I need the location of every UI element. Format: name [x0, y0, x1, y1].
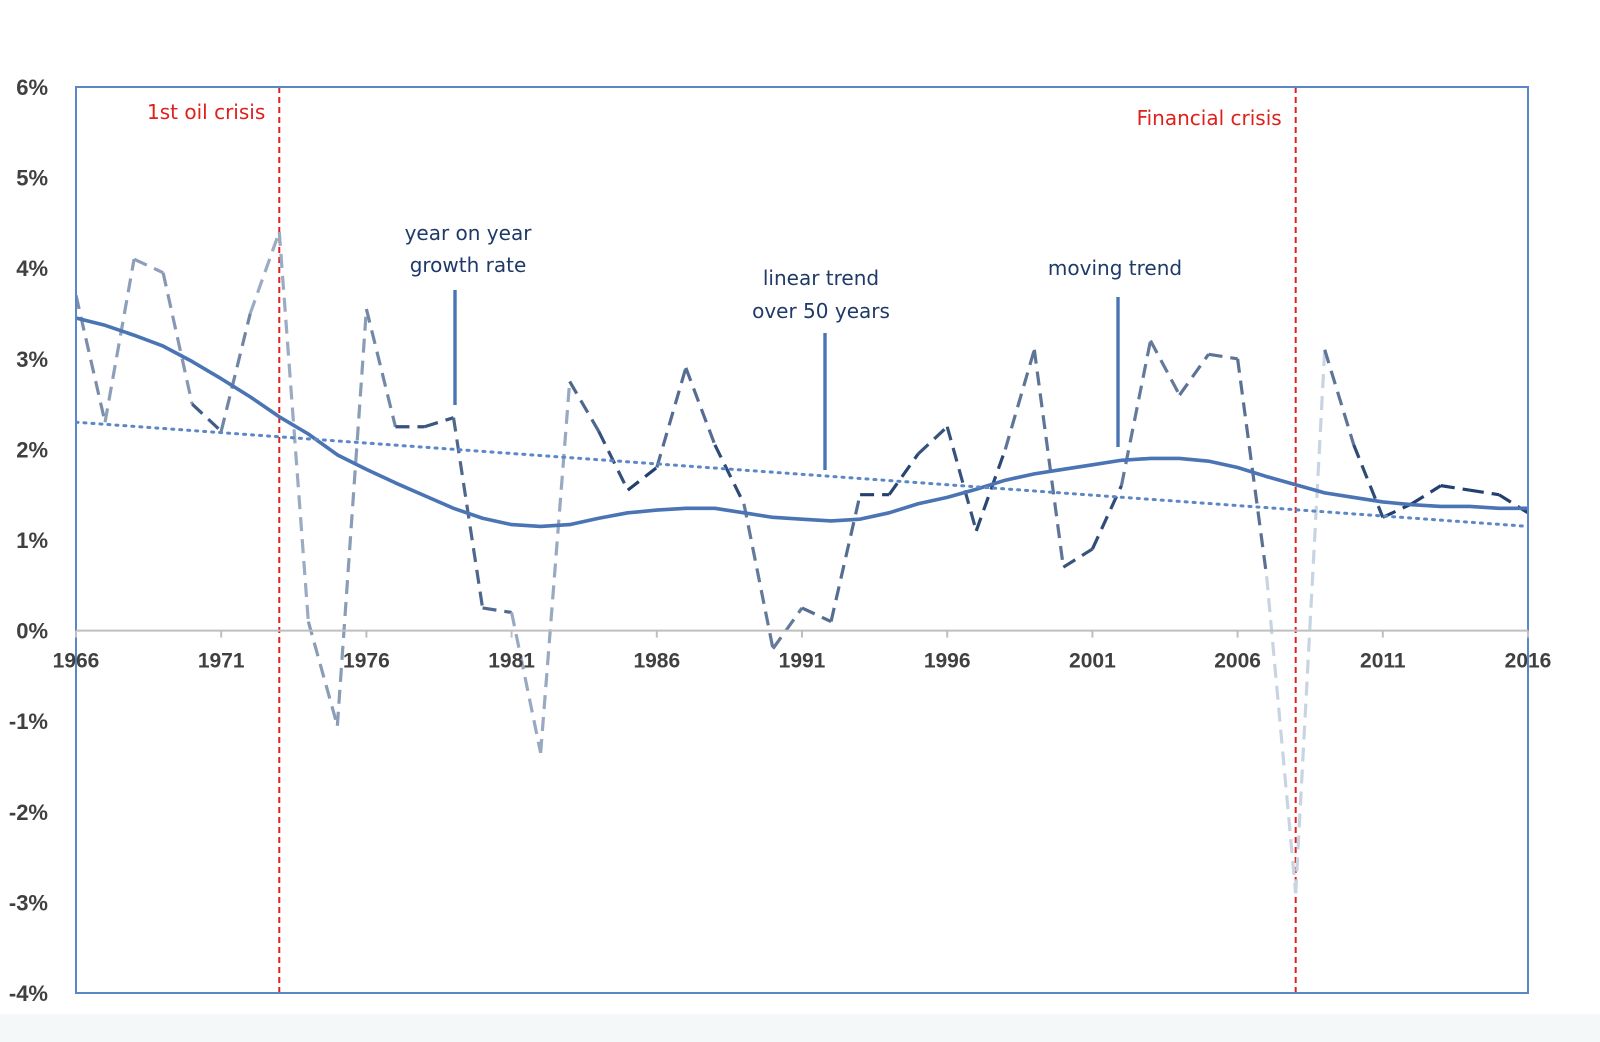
moving-trend-line: [76, 316, 1528, 529]
yoy-growth-segment: [219, 313, 252, 432]
yoy-growth-segment: [626, 466, 658, 492]
yoy-growth-segment: [1032, 349, 1065, 568]
yoy-growth-segment: [191, 402, 223, 433]
yoy-growth-segment: [713, 444, 746, 505]
yoy-growth-segment: [248, 231, 281, 315]
y-tick-label: -4%: [9, 981, 48, 1006]
y-tick-label: 2%: [16, 437, 48, 462]
y-tick-label: -2%: [9, 800, 48, 825]
x-tick-label: 1976: [343, 650, 390, 673]
y-tick-label: 3%: [16, 347, 48, 372]
yoy-growth-segment: [801, 606, 832, 623]
yoy-growth-segment: [306, 621, 339, 727]
yoy-growth-segment: [742, 503, 775, 650]
yoy-growth-segment: [1062, 547, 1094, 569]
annotation-label: moving trend: [1048, 256, 1182, 280]
yoy-growth-segment: [917, 425, 949, 456]
yoy-growth-segment: [1149, 339, 1181, 396]
yoy-growth-segment: [424, 416, 454, 429]
yoy-growth-segment: [1178, 353, 1210, 396]
yoy-growth-segment: [829, 494, 862, 622]
yoy-growth-segment: [482, 606, 512, 615]
y-tick-label: 6%: [16, 75, 48, 100]
yoy-growth-segment: [1323, 349, 1356, 446]
x-tick-label: 1996: [924, 650, 971, 673]
yoy-growth-segment: [1469, 488, 1500, 497]
yoy-growth-segment: [161, 272, 194, 405]
yoy-growth-segment: [539, 381, 572, 754]
yoy-growth-segment: [76, 295, 107, 423]
x-tick-label: 1986: [633, 650, 680, 673]
y-tick-label: 4%: [16, 256, 48, 281]
yoy-growth-segment: [1294, 349, 1327, 894]
y-tick-label: 1%: [16, 528, 48, 553]
x-tick-label: 1971: [198, 650, 245, 673]
x-tick-label: 2016: [1505, 650, 1552, 673]
annotation-label: linear trend: [763, 266, 879, 290]
x-tick-label: 1966: [53, 650, 100, 673]
yoy-growth-segment: [1208, 352, 1238, 361]
yoy-growth-segment: [1236, 358, 1269, 577]
yoy-growth-segment: [133, 257, 164, 275]
yoy-growth-segment: [974, 448, 1007, 532]
yoy-growth-segment: [684, 367, 717, 446]
y-tick-label: -3%: [9, 890, 48, 915]
annotation-label: growth rate: [410, 253, 527, 277]
yoy-growth-segment: [1440, 484, 1471, 492]
yoy-growth-segment: [510, 612, 543, 754]
y-tick-label: 5%: [16, 166, 48, 191]
yoy-growth-segment: [655, 367, 688, 468]
yoy-growth-segment: [1090, 484, 1123, 550]
annotation-label: over 50 years: [752, 299, 890, 323]
yoy-growth-segment: [103, 258, 136, 423]
y-tick-label: 0%: [16, 619, 48, 644]
yoy-growth-segment: [771, 607, 804, 650]
x-tick-label: 2011: [1360, 650, 1406, 673]
x-tick-label: 2001: [1069, 650, 1116, 673]
x-tick-label: 1981: [488, 650, 535, 673]
yoy-growth-segment: [1382, 502, 1413, 519]
event-label: Financial crisis: [1137, 106, 1282, 130]
bottom-strip: [0, 1014, 1600, 1042]
yoy-growth-segment: [1352, 444, 1385, 518]
annotation-label: year on year: [405, 221, 533, 245]
yoy-growth-segment: [1265, 576, 1298, 894]
annotation-layer: 1st oil crisis Financial crisis year on ye…: [147, 100, 1282, 470]
y-tick-label: -1%: [9, 709, 48, 734]
yoy-growth-segment: [887, 453, 920, 496]
linear-trend-line: [76, 420, 1528, 528]
yoy-growth-segment: [1119, 340, 1153, 486]
x-tick-label: 2006: [1214, 650, 1261, 673]
plot-frame: [75, 86, 1529, 994]
axis-layer: 6% 5% 4% 3% 2% 1% 0% -1% -2% -3% -4% 1966 1971 1976 19…: [9, 75, 1551, 1006]
yoy-growth-segment: [1410, 484, 1442, 506]
series-layer: [76, 231, 1528, 894]
x-tick-label: 1991: [779, 650, 826, 673]
event-label: 1st oil crisis: [147, 100, 265, 124]
yoy-growth-segment: [335, 308, 368, 726]
yoy-growth-segment: [568, 380, 601, 433]
yoy-growth-segment: [364, 308, 397, 428]
yoy-growth-segment: [1003, 349, 1036, 450]
yoy-growth-segment: [1498, 493, 1528, 515]
yoy-growth-segment: [945, 426, 978, 532]
